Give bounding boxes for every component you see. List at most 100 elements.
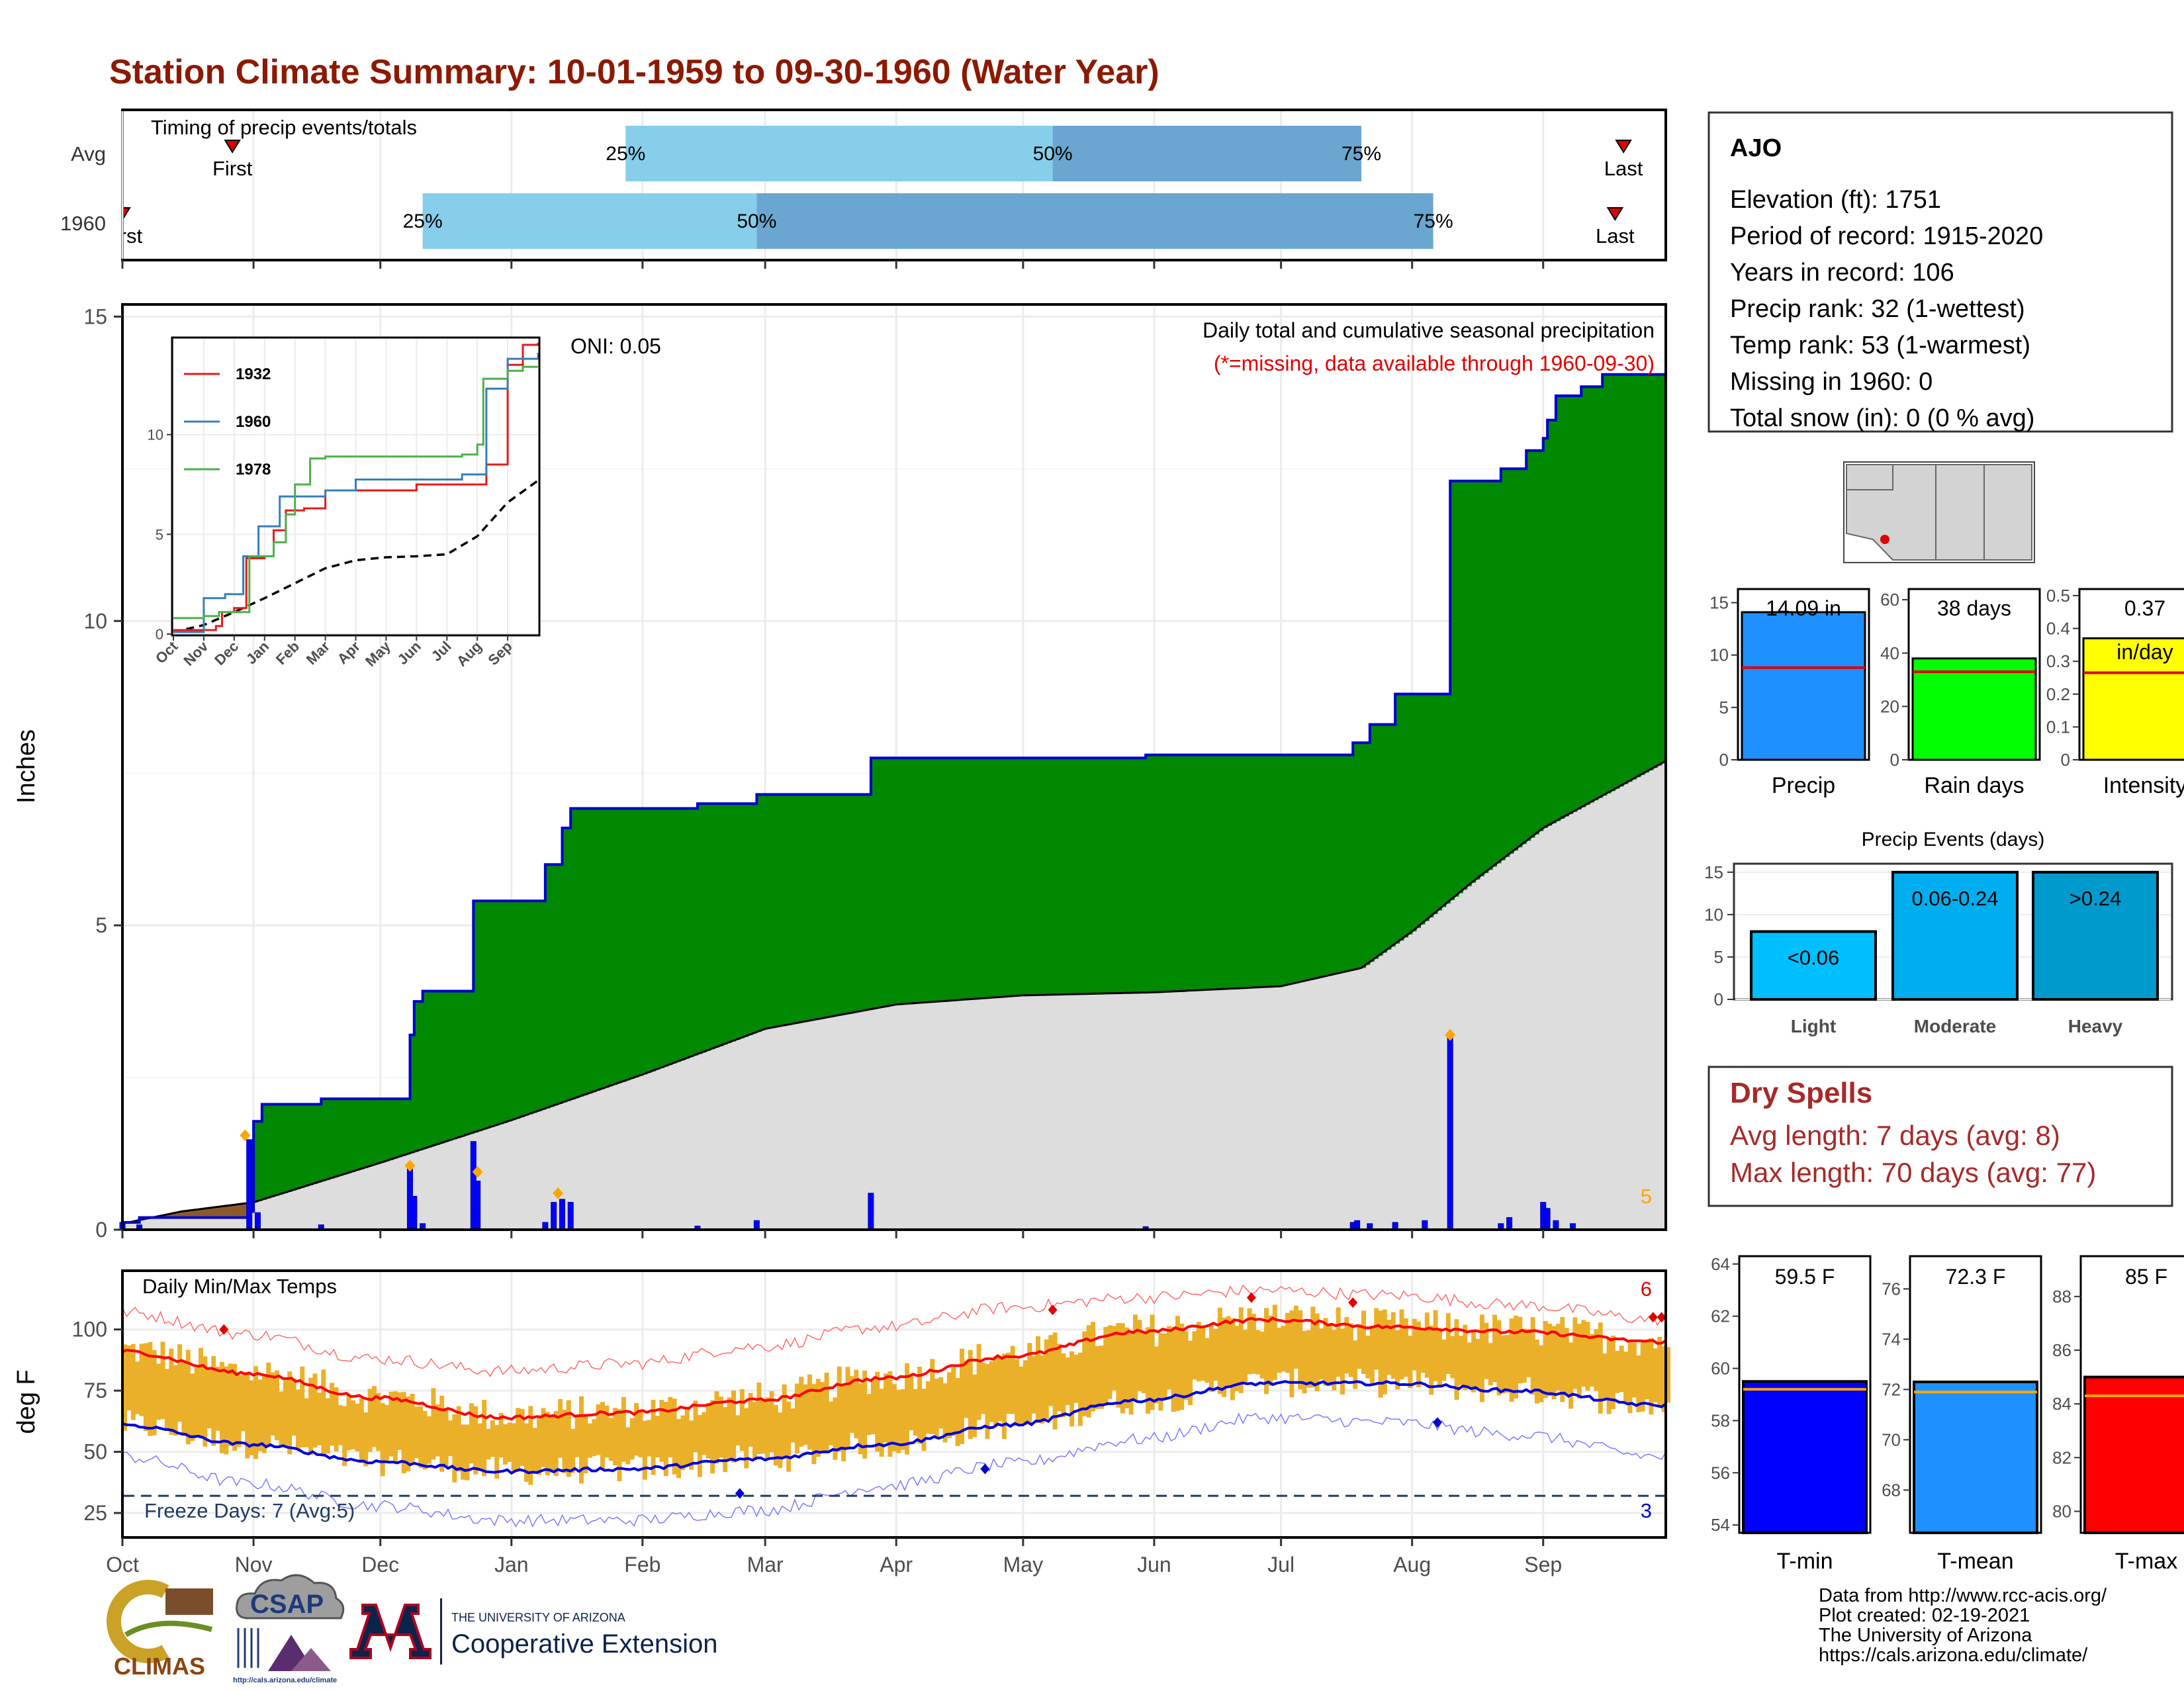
- x-month-label: Aug: [1393, 1553, 1431, 1577]
- daily-precip-bar: [246, 1139, 253, 1230]
- footer-credits: Data from http://www.rcc-acis.org/Plot c…: [1819, 1585, 2107, 1666]
- events-bar: [1750, 930, 1877, 1001]
- mini-bar-x-label: Rain days: [1924, 773, 2024, 798]
- daily-precip-bar: [753, 1220, 760, 1230]
- events-y-tick-label: 0: [1714, 989, 1723, 1009]
- events-y-tick-label: 15: [1704, 862, 1723, 882]
- inset-legend-label: 1960: [236, 413, 271, 431]
- events-bar-text: <0.06: [1788, 946, 1839, 970]
- record-high-marker: [1348, 1297, 1358, 1308]
- temp-summary-y-tick-label: 82: [2052, 1447, 2071, 1467]
- mini-bar-y-tick-label: 0.4: [2046, 619, 2070, 639]
- mini-bar-y-tick-label: 0: [2061, 750, 2070, 770]
- precip-panel: 0 5 10 15 Inches ONI: 0.05 Daily total and …: [13, 303, 1667, 1242]
- station-location-dot: [1880, 535, 1889, 544]
- normal-max-line: [122, 1316, 1666, 1421]
- temp-y-tick-label: 25: [83, 1501, 107, 1525]
- events-y-tick-label: 10: [1704, 905, 1723, 925]
- x-month-label: Jul: [1267, 1553, 1295, 1577]
- normal-cumulative-area: [122, 760, 1666, 1230]
- events-bar-text: 0.06-0.24: [1912, 887, 1999, 910]
- precip-events-chart: Precip Events (days) 0 5 10 15 <0.06 Light 0.06…: [1704, 829, 2173, 1036]
- daily-record-marker: [404, 1160, 416, 1172]
- temp-summary-y-tick-label: 72: [1882, 1379, 1901, 1399]
- daily-precip-bar: [551, 1202, 557, 1230]
- x-month-label: Sep: [1524, 1553, 1562, 1577]
- station-detail-line: Missing in 1960: 0: [1730, 368, 1933, 396]
- temp-summary-value-label: 72.3 F: [1946, 1265, 2006, 1289]
- x-month-label: Apr: [880, 1553, 913, 1577]
- above-normal-area: [122, 374, 1666, 1224]
- record-high-marker: [1048, 1304, 1058, 1316]
- precip-y-axis: 0 5 10 15: [83, 304, 122, 1242]
- mini-bar-value: [1911, 657, 2037, 761]
- timing-last-label: Last: [1596, 224, 1635, 248]
- daily-record-marker: [553, 1187, 564, 1199]
- record-min-line: [122, 1412, 1666, 1528]
- temp-summary-value-label: 59.5 F: [1775, 1265, 1835, 1289]
- inset-series-line-1960: [173, 353, 539, 633]
- timing-first-label: First: [212, 157, 253, 180]
- x-month-label: Dec: [361, 1553, 399, 1577]
- temp-summary-x-label: T-mean: [1937, 1549, 2013, 1574]
- temp-record-markers: [219, 1292, 1666, 1499]
- record-high-marker: [219, 1324, 229, 1335]
- climas-logo: CLIMAS: [107, 1580, 213, 1680]
- mini-bar-y-tick-label: 15: [1709, 593, 1729, 613]
- record-high-marker: [1246, 1292, 1256, 1303]
- daily-record-marker: [472, 1165, 483, 1178]
- normal-cumulative-line: [122, 760, 1666, 1225]
- temp-summary-y-tick-label: 74: [1882, 1329, 1901, 1349]
- mini-bar-value-label: 38 days: [1937, 596, 2011, 620]
- station-detail-line: Total snow (in): 0 (0 % avg): [1730, 404, 2034, 432]
- temp-summary-y-tick-label: 86: [2052, 1340, 2071, 1360]
- record-high-count: 6: [1641, 1277, 1652, 1301]
- dry-spells-avg: Avg length: 7 days (avg: 8): [1730, 1120, 2060, 1151]
- university-of-arizona-logo: THE UNIVERSITY OF ARIZONA Cooperative Ex…: [349, 1598, 717, 1665]
- mini-bar-y-tick-label: 0.2: [2046, 684, 2070, 704]
- temp-summary-y-tick-label: 54: [1711, 1515, 1730, 1535]
- mini-bar-x-label: Precip: [1772, 773, 1835, 798]
- precip-subtitle: Daily total and cumulative seasonal prec…: [1203, 318, 1655, 342]
- mini-bar-y-tick-label: 0.5: [2046, 586, 2070, 606]
- daily-precip-bar: [559, 1199, 565, 1230]
- record-low-marker: [735, 1488, 745, 1499]
- mini-bar-value: [2082, 637, 2184, 761]
- events-bar-text: >0.24: [2070, 887, 2121, 910]
- timing-pct-75: 75%: [1342, 143, 1381, 165]
- mini-bar-y-tick-label: 0: [1719, 750, 1729, 770]
- mini-bar-value-label: 0.37: [2124, 596, 2165, 620]
- daily-precip-bar: [567, 1202, 574, 1230]
- daily-precip-bar: [1422, 1220, 1428, 1230]
- timing-panel: Timing of precip events/totals Avg 1960 …: [60, 109, 1667, 261]
- timing-title: Timing of precip events/totals: [151, 116, 417, 139]
- station-detail-line: Years in record: 106: [1730, 259, 1954, 287]
- ua-logo-bottom: Cooperative Extension: [451, 1629, 717, 1659]
- temp-y-tick-label: 50: [83, 1440, 107, 1464]
- temp-summary-y-tick-label: 80: [2052, 1502, 2071, 1522]
- dry-spells-box: Dry Spells Avg length: 7 days (avg: 8) M…: [1707, 1066, 2173, 1207]
- daily-temp-range-bars: [122, 1304, 1670, 1485]
- precip-y-tick-label: 0: [95, 1218, 107, 1242]
- timing-pct-50: 50%: [737, 210, 776, 232]
- mini-bar-x-label: Intensity: [2103, 773, 2184, 798]
- temp-y-tick-label: 75: [83, 1379, 107, 1402]
- station-detail-line: Temp rank: 53 (1-warmest): [1730, 332, 2030, 359]
- summary-bar-charts: 14.09 in 0 5 10 15 Precip 38 days 0 20 40 60 Rain d…: [1709, 586, 2184, 798]
- events-y-tick-label: 5: [1714, 947, 1723, 967]
- daily-precip-bar: [1506, 1217, 1513, 1230]
- locator-map: [1843, 461, 2035, 563]
- inset-legend-label: 1932: [236, 365, 271, 383]
- normal-min-line: [122, 1380, 1667, 1475]
- mini-bar-y-tick-label: 5: [1719, 698, 1729, 717]
- temp-summary-y-tick-label: 62: [1711, 1306, 1730, 1326]
- station-detail-line: Precip rank: 32 (1-wettest): [1730, 295, 2025, 323]
- mini-bar-y-tick-label: 0.3: [2046, 651, 2070, 671]
- csap-logo: CSAP http://cals.arizona.edu/climate: [233, 1574, 345, 1684]
- daily-precip-bar: [1553, 1220, 1559, 1230]
- footer-line: Data from http://www.rcc-acis.org/: [1819, 1585, 2107, 1606]
- inset-y-tick-label: 10: [148, 427, 163, 443]
- inset-series-lines: [173, 343, 539, 633]
- station-detail-lines: Elevation (ft): 1751 Period of record: 19…: [1730, 186, 2043, 432]
